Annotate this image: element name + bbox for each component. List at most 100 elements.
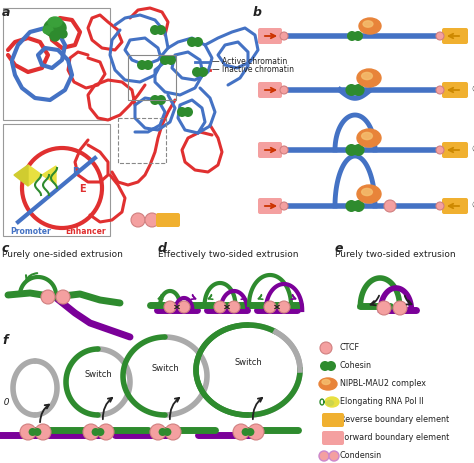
Circle shape	[156, 95, 166, 105]
Circle shape	[143, 60, 153, 70]
Ellipse shape	[362, 188, 373, 195]
FancyBboxPatch shape	[258, 82, 282, 98]
Circle shape	[233, 424, 249, 440]
Text: Condensin: Condensin	[340, 451, 382, 461]
Text: ① Loading: ① Loading	[472, 86, 474, 94]
Circle shape	[41, 290, 55, 304]
Text: Forward boundary element: Forward boundary element	[340, 433, 449, 443]
Circle shape	[193, 37, 203, 47]
Circle shape	[377, 301, 391, 315]
Circle shape	[91, 428, 100, 436]
Circle shape	[150, 25, 160, 35]
Text: b: b	[253, 6, 262, 19]
Circle shape	[353, 31, 363, 41]
Circle shape	[320, 361, 330, 371]
Circle shape	[346, 200, 357, 212]
FancyBboxPatch shape	[258, 142, 282, 158]
Circle shape	[164, 428, 172, 436]
Circle shape	[160, 55, 170, 65]
Circle shape	[246, 428, 255, 436]
Text: e: e	[335, 242, 344, 255]
Ellipse shape	[44, 19, 66, 37]
Ellipse shape	[357, 69, 381, 87]
Text: NIPBL-MAU2 complex: NIPBL-MAU2 complex	[340, 380, 426, 388]
Circle shape	[214, 301, 226, 313]
FancyBboxPatch shape	[442, 142, 468, 158]
Text: d: d	[158, 242, 167, 255]
Circle shape	[56, 290, 70, 304]
Circle shape	[278, 301, 290, 313]
Text: Elongating RNA Pol II: Elongating RNA Pol II	[340, 398, 423, 407]
Text: Reverse boundary element: Reverse boundary element	[340, 415, 449, 425]
Circle shape	[178, 301, 190, 313]
Circle shape	[156, 25, 166, 35]
Circle shape	[384, 200, 396, 212]
Text: — Inactive chromatin: — Inactive chromatin	[212, 65, 294, 75]
Ellipse shape	[325, 397, 339, 407]
Ellipse shape	[319, 378, 337, 390]
Circle shape	[280, 146, 288, 154]
Ellipse shape	[327, 400, 334, 406]
FancyBboxPatch shape	[442, 82, 468, 98]
Circle shape	[183, 107, 193, 117]
Text: P: P	[73, 167, 80, 177]
Text: t = 0: t = 0	[0, 398, 9, 407]
Circle shape	[280, 32, 288, 40]
Circle shape	[98, 424, 114, 440]
Circle shape	[320, 342, 332, 354]
Circle shape	[159, 428, 166, 436]
Text: c: c	[2, 242, 9, 255]
FancyBboxPatch shape	[156, 213, 180, 227]
Circle shape	[347, 31, 357, 41]
Circle shape	[353, 200, 365, 212]
FancyBboxPatch shape	[442, 198, 468, 214]
Circle shape	[436, 202, 444, 210]
Text: Enhancer: Enhancer	[65, 227, 106, 236]
FancyBboxPatch shape	[322, 431, 344, 445]
Circle shape	[131, 213, 145, 227]
Bar	[3, 124, 110, 236]
Circle shape	[353, 84, 365, 96]
Text: Promoter: Promoter	[10, 227, 51, 236]
Circle shape	[192, 67, 202, 77]
Circle shape	[346, 144, 357, 156]
Circle shape	[50, 31, 60, 41]
Text: ③ Block: ③ Block	[472, 201, 474, 211]
Text: ② Extrusion: ② Extrusion	[472, 145, 474, 155]
Text: Switch: Switch	[151, 364, 179, 373]
Ellipse shape	[357, 129, 381, 147]
Circle shape	[264, 301, 276, 313]
Bar	[3, 8, 110, 120]
FancyBboxPatch shape	[258, 198, 282, 214]
FancyBboxPatch shape	[442, 28, 468, 44]
Ellipse shape	[48, 17, 62, 27]
Circle shape	[436, 86, 444, 94]
Circle shape	[326, 361, 336, 371]
Circle shape	[177, 107, 187, 117]
Text: Effectively two-sided extrusion: Effectively two-sided extrusion	[158, 250, 299, 259]
Text: Purely one-sided extrusion: Purely one-sided extrusion	[2, 250, 123, 259]
Circle shape	[96, 428, 104, 436]
Circle shape	[248, 424, 264, 440]
Circle shape	[242, 428, 250, 436]
Circle shape	[187, 37, 197, 47]
Bar	[128, 55, 176, 100]
Circle shape	[165, 424, 181, 440]
Polygon shape	[14, 165, 28, 186]
FancyBboxPatch shape	[322, 413, 344, 427]
Text: CTCF: CTCF	[340, 344, 360, 352]
Text: f: f	[2, 334, 8, 347]
Ellipse shape	[357, 185, 381, 203]
Circle shape	[280, 202, 288, 210]
Text: E: E	[79, 184, 85, 194]
Circle shape	[28, 428, 36, 436]
Circle shape	[353, 144, 365, 156]
Circle shape	[59, 30, 67, 38]
Polygon shape	[28, 165, 42, 186]
Circle shape	[228, 301, 240, 313]
Circle shape	[436, 32, 444, 40]
Text: Cohesin: Cohesin	[340, 362, 372, 370]
FancyBboxPatch shape	[258, 28, 282, 44]
Text: a: a	[2, 6, 10, 19]
Text: Switch: Switch	[234, 358, 262, 367]
